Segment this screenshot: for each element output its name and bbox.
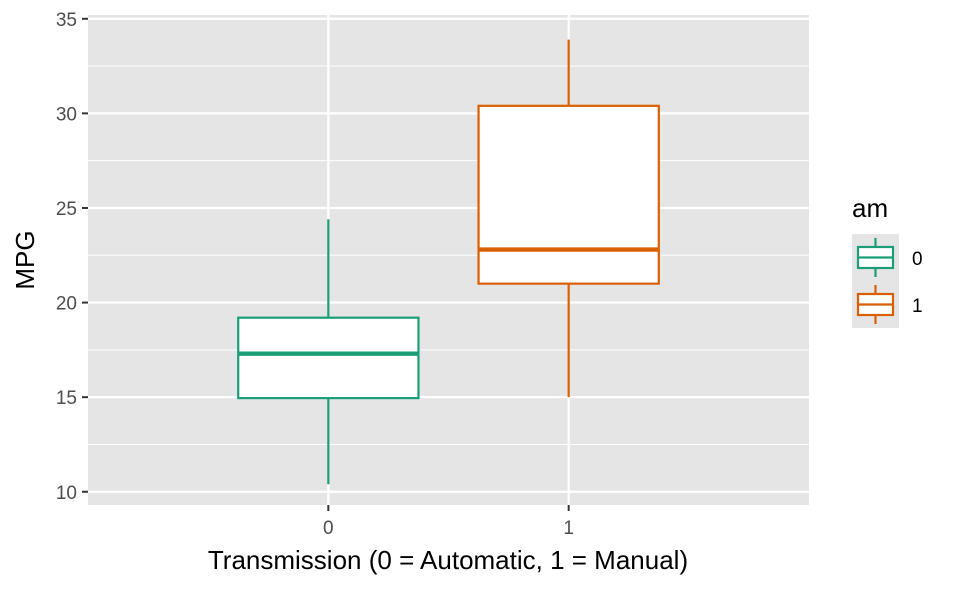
y-tick-label: 20 (56, 294, 77, 315)
box-series (237, 39, 660, 485)
iqr-box (477, 104, 660, 285)
y-tick-label: 10 (56, 483, 77, 504)
y-axis: 10 15 20 25 30 35 (56, 10, 88, 504)
minor-gridlines (88, 65, 809, 445)
legend: am 0 1 (852, 193, 923, 328)
iqr-box (237, 316, 420, 400)
legend-label: 0 (912, 249, 923, 270)
y-tick-label: 35 (56, 10, 77, 31)
legend-item-0: 0 (852, 234, 923, 281)
y-tick-label: 25 (56, 199, 77, 220)
legend-label: 1 (912, 296, 923, 317)
x-axis-title: Transmission (0 = Automatic, 1 = Manual) (208, 545, 688, 575)
y-axis-title: MPG (10, 230, 40, 289)
box-1 (477, 39, 660, 398)
x-tick-label: 1 (563, 518, 574, 539)
y-tick-label: 30 (56, 104, 77, 125)
x-tick-label: 0 (323, 518, 334, 539)
legend-item-1: 1 (852, 281, 923, 328)
legend-title: am (852, 193, 888, 223)
plot-panel (88, 15, 809, 505)
box-0 (237, 219, 420, 485)
y-tick-label: 15 (56, 388, 77, 409)
